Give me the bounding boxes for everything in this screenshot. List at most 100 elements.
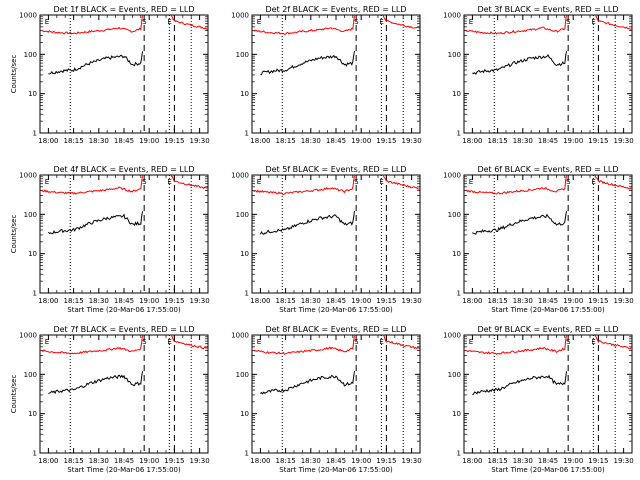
series-events-black: [472, 51, 567, 75]
x-tick-label: 18:45: [538, 297, 558, 305]
x-tick-label: 18:30: [301, 137, 321, 145]
x-tick-label: 18:30: [89, 137, 109, 145]
x-tick-label: 19:00: [563, 457, 583, 465]
x-tick-label: 19:15: [164, 137, 184, 145]
x-tick-label: 19:15: [164, 457, 184, 465]
marker-label: E: [469, 178, 473, 186]
y-tick-label: 10: [452, 250, 461, 258]
x-tick-label: 18:00: [250, 457, 270, 465]
series-lld-red: [170, 334, 209, 350]
y-tick-label: 1: [33, 450, 37, 458]
series-lld-red: [465, 174, 567, 195]
series-lld-red: [465, 14, 567, 35]
panel-title: Det 6f BLACK = Events, RED = LLD: [477, 165, 618, 174]
y-tick-label: 10: [28, 250, 37, 258]
x-tick-label: 18:45: [114, 137, 134, 145]
x-axis-label: Start Time (20-Mar-06 17:55:00): [279, 306, 393, 314]
x-tick-label: 18:30: [301, 297, 321, 305]
x-axis-label: Start Time (20-Mar-06 17:55:00): [67, 306, 181, 314]
panel-title: Det 7f BLACK = Events, RED = LLD: [53, 325, 194, 334]
series-lld-red: [41, 334, 143, 355]
x-tick-label: 18:45: [538, 137, 558, 145]
x-axis-label: Start Time (20-Mar-06 17:55:00): [279, 466, 393, 474]
x-tick-label: 19:15: [164, 297, 184, 305]
x-tick-label: 19:30: [402, 457, 422, 465]
x-tick-label: 19:30: [614, 297, 634, 305]
x-tick-label: 18:15: [64, 297, 84, 305]
x-tick-label: 19:00: [563, 297, 583, 305]
marker-label: S: [566, 178, 571, 186]
x-tick-label: 19:15: [376, 457, 396, 465]
x-tick-label: 19:30: [402, 137, 422, 145]
y-tick-label: 1: [33, 290, 37, 298]
x-tick-label: 19:15: [376, 137, 396, 145]
y-axis-label: Counts/sec: [10, 215, 18, 254]
y-tick-label: 10: [240, 90, 249, 98]
y-axis-label: Counts/sec: [10, 55, 18, 94]
marker-label: E: [379, 338, 383, 346]
marker-label: E: [45, 178, 49, 186]
y-tick-label: 1: [457, 450, 461, 458]
marker-label: E: [45, 18, 49, 26]
y-tick-label: 100: [448, 51, 461, 59]
y-tick-label: 10: [452, 90, 461, 98]
x-tick-label: 18:45: [114, 457, 134, 465]
y-tick-label: 1: [245, 290, 249, 298]
series-lld-red: [382, 174, 421, 190]
y-tick-label: 1000: [443, 12, 461, 20]
panel-det-6: Det 6f BLACK = Events, RED = LLD 1 10 100 10…: [443, 165, 634, 314]
y-tick-label: 10: [28, 90, 37, 98]
x-tick-label: 19:00: [351, 137, 371, 145]
y-tick-label: 10: [28, 410, 37, 418]
x-axis-label: Start Time (20-Mar-06 17:55:00): [67, 466, 181, 474]
x-tick-label: 18:15: [276, 297, 296, 305]
x-tick-label: 19:00: [139, 457, 159, 465]
x-tick-label: 18:15: [488, 457, 508, 465]
y-tick-label: 1000: [231, 332, 249, 340]
x-tick-label: 19:00: [563, 137, 583, 145]
series-lld-red: [594, 175, 633, 190]
series-lld-red: [594, 334, 633, 350]
x-tick-label: 18:30: [513, 137, 533, 145]
marker-label: E: [591, 338, 595, 346]
x-tick-label: 18:00: [250, 137, 270, 145]
y-tick-label: 100: [24, 211, 37, 219]
x-tick-label: 19:30: [190, 137, 210, 145]
x-tick-label: 18:00: [38, 457, 58, 465]
marker-label: E: [379, 18, 383, 26]
marker-label: S: [142, 338, 147, 346]
x-tick-label: 19:00: [139, 297, 159, 305]
x-tick-label: 18:00: [38, 297, 58, 305]
series-lld-red: [253, 14, 355, 35]
panel-det-1: Det 1f BLACK = Events, RED = LLD 1 10 100 10…: [10, 5, 210, 145]
y-tick-label: 1: [245, 130, 249, 138]
y-axis-label: Counts/sec: [10, 375, 18, 414]
panel-det-7: Det 7f BLACK = Events, RED = LLD 1 10 100 10…: [10, 325, 210, 474]
x-tick-label: 18:15: [488, 137, 508, 145]
marker-label: S: [142, 178, 147, 186]
series-lld-red: [382, 15, 421, 29]
x-tick-label: 18:15: [276, 137, 296, 145]
series-events-black: [48, 51, 143, 75]
x-axis-label: Start Time (20-Mar-06 17:55:00): [491, 306, 605, 314]
x-tick-label: 18:30: [301, 457, 321, 465]
y-tick-label: 10: [240, 250, 249, 258]
marker-label: E: [469, 338, 473, 346]
y-tick-label: 1000: [231, 12, 249, 20]
panel-det-3: Det 3f BLACK = Events, RED = LLD 1 10 100 10…: [443, 5, 634, 145]
plot-frame: [251, 334, 421, 454]
series-lld-red: [382, 334, 421, 350]
plot-frame: [251, 174, 421, 294]
x-tick-label: 18:45: [326, 137, 346, 145]
marker-label: S: [354, 178, 359, 186]
marker-label: E: [469, 18, 473, 26]
y-tick-label: 100: [24, 51, 37, 59]
marker-label: E: [257, 338, 261, 346]
x-tick-label: 18:15: [64, 137, 84, 145]
y-tick-label: 1: [457, 130, 461, 138]
x-tick-label: 18:30: [89, 297, 109, 305]
x-tick-label: 19:00: [351, 297, 371, 305]
x-tick-label: 18:00: [38, 137, 58, 145]
y-tick-label: 1000: [443, 172, 461, 180]
